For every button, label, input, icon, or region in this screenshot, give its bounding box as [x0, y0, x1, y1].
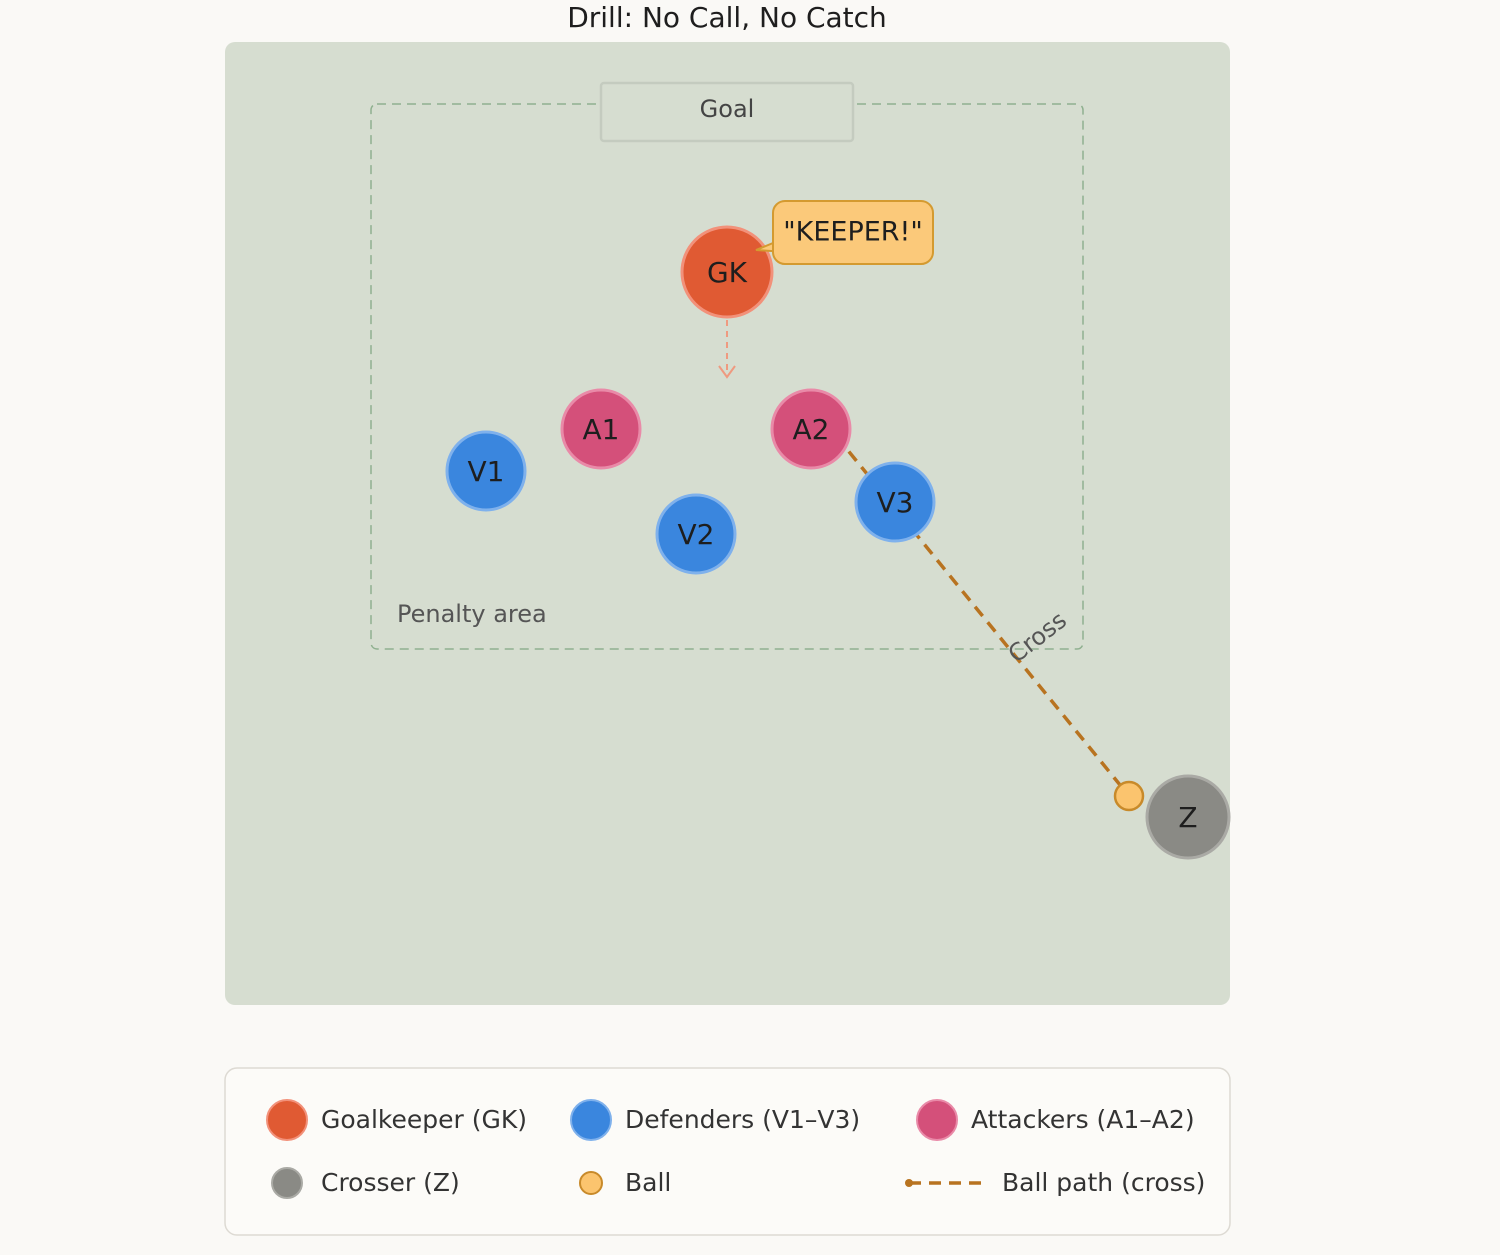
player-z: Z: [1145, 774, 1231, 860]
legend-swatch: [916, 1099, 958, 1141]
legend-label: Goalkeeper (GK): [321, 1105, 527, 1134]
legend-swatch: [570, 1099, 612, 1141]
penalty-area-label: Penalty area: [397, 600, 547, 628]
player-label: V1: [468, 455, 505, 488]
legend-swatch: [905, 1179, 913, 1187]
legend-swatch: [271, 1167, 303, 1199]
legend-label: Ball path (cross): [1002, 1168, 1205, 1197]
callout-text: "KEEPER!": [783, 217, 923, 248]
player-label: A1: [583, 413, 620, 446]
player-label: V3: [877, 486, 914, 519]
player-gk: GK: [680, 225, 774, 319]
goal: [599, 81, 855, 143]
ball: [1113, 780, 1145, 812]
player-label: Z: [1178, 801, 1197, 834]
legend-label: Ball: [625, 1168, 671, 1197]
title: Drill: No Call, No Catch: [567, 1, 887, 34]
goal-label: Goal: [700, 95, 755, 123]
legend-label: Crosser (Z): [321, 1168, 460, 1197]
ball-path: [809, 403, 1131, 798]
callout: "KEEPER!": [755, 200, 934, 265]
player-label: GK: [707, 256, 748, 289]
legend-swatch: [266, 1099, 308, 1141]
legend-swatch: [579, 1171, 603, 1195]
player-v2: V2: [655, 493, 737, 575]
arrow-head: [718, 365, 736, 379]
player-a2: A2: [770, 388, 852, 470]
player-label: A2: [793, 413, 830, 446]
player-v3: V3: [854, 461, 936, 543]
legend-label: Attackers (A1–A2): [971, 1105, 1195, 1134]
legend: [224, 1067, 1231, 1236]
legend-label: Defenders (V1–V3): [625, 1105, 860, 1134]
player-label: V2: [678, 518, 715, 551]
player-a1: A1: [560, 388, 642, 470]
player-v1: V1: [445, 430, 527, 512]
